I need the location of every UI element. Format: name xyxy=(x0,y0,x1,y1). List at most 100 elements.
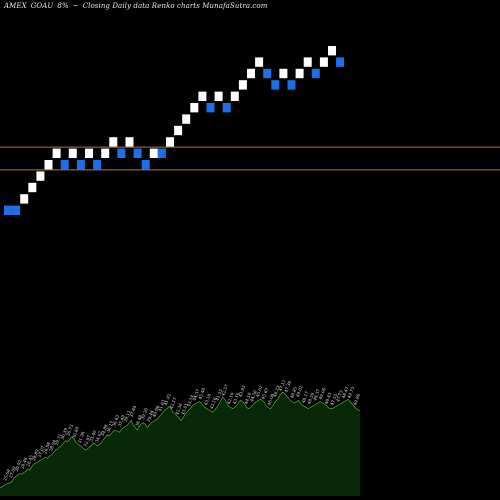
volume-label: 26.98 xyxy=(42,441,51,454)
volume-label: 43.01 xyxy=(180,402,189,415)
volume-label: 28.48 xyxy=(19,456,28,469)
volume-label: 46.08 xyxy=(266,393,275,406)
volume-label: 42.17 xyxy=(169,396,178,409)
renko-brick-down xyxy=(222,103,231,113)
title-text: Closing Daily data Renko charts MunafaSu… xyxy=(82,2,268,10)
renko-brick-up xyxy=(36,171,45,181)
volume-label: 41.55 xyxy=(215,388,224,401)
renko-brick-up xyxy=(109,137,118,147)
exchange-label: AMEX xyxy=(4,2,27,10)
renko-brick-up xyxy=(190,103,199,113)
chart-header: AMEX GOAU 8% ~ Closing Daily data Renko char… xyxy=(4,2,272,10)
volume-label: 38.48 xyxy=(134,414,143,427)
volume-label: 48.59 xyxy=(306,392,315,405)
renko-brick-up xyxy=(28,182,37,193)
volume-label: 30.39 xyxy=(60,427,69,440)
renko-brick-down xyxy=(336,57,345,67)
renko-brick-up xyxy=(101,148,110,158)
renko-brick-up xyxy=(198,91,207,101)
renko-brick-up xyxy=(214,91,223,101)
volume-label: 28.94 xyxy=(48,439,57,452)
renko-brick-down xyxy=(4,205,12,215)
volume-label: 43.18 xyxy=(203,393,212,406)
renko-brick-up xyxy=(125,137,134,147)
volume-area xyxy=(0,391,361,496)
volume-label: 47.36 xyxy=(283,380,292,393)
renko-brick-down xyxy=(93,160,102,170)
renko-brick-down xyxy=(76,160,85,170)
volume-label: 36.63 xyxy=(111,414,120,427)
change-label: 8% xyxy=(57,2,69,10)
reference-levels xyxy=(0,146,500,171)
renko-brick-up xyxy=(319,57,328,67)
volume-label: 37.49 xyxy=(117,414,126,427)
volume-label: 47.11 xyxy=(278,379,287,392)
volume-label: 45.02 xyxy=(255,384,264,397)
volume-label: 42.27 xyxy=(220,383,229,396)
volume-label: 41.92 xyxy=(163,393,172,406)
trend-arrow-icon: ~ xyxy=(72,2,79,10)
volume-label: 25.68 xyxy=(2,468,11,481)
renko-brick-up xyxy=(328,46,336,56)
renko-brick-up xyxy=(149,148,158,158)
renko-brick-down xyxy=(60,160,69,170)
volume-label: 49.86 xyxy=(352,393,361,406)
volume-label: 34.02 xyxy=(94,430,103,443)
volume-label: 42.36 xyxy=(174,402,183,415)
volume-label: 30.73 xyxy=(65,423,74,436)
volume-label: 26.92 xyxy=(14,459,23,472)
volume-label: 29.71 xyxy=(54,433,63,446)
renko-bricks xyxy=(4,46,345,215)
volume-label: 37.84 xyxy=(128,405,137,418)
volume-label: 44.37 xyxy=(192,388,201,401)
volume-label: 36.17 xyxy=(106,420,115,433)
volume-label: 48.47 xyxy=(341,386,350,399)
volume-label: 30.89 xyxy=(71,426,80,439)
renko-brick-up xyxy=(238,80,247,90)
renko-brick-up xyxy=(68,148,77,158)
volume-label: 49.02 xyxy=(295,384,304,397)
volume-label: 48.37 xyxy=(312,388,321,401)
volume-label: 45.67 xyxy=(260,387,269,400)
volume-label: 34.88 xyxy=(100,423,109,436)
volume-label: 49.06 xyxy=(318,387,327,400)
volume-label: 44.56 xyxy=(249,389,258,402)
renko-brick-down xyxy=(157,148,166,158)
renko-brick-down xyxy=(133,148,142,158)
volume-label: 27.09 xyxy=(8,465,17,478)
renko-brick-up xyxy=(230,91,239,101)
volume-label: 27.07 xyxy=(37,445,46,458)
volume-labels: 25.6827.0926.9228.4828.4528.8927.0726.98… xyxy=(2,379,361,482)
volume-label: 32.07 xyxy=(83,434,92,447)
volume-label: 47.52 xyxy=(329,393,338,406)
renko-brick-up xyxy=(52,148,61,158)
volume-label: 45.48 xyxy=(197,387,206,400)
volume-label: 39.44 xyxy=(146,409,155,422)
renko-brick-down xyxy=(12,205,21,215)
volume-label: 41.63 xyxy=(157,399,166,412)
renko-brick-down xyxy=(141,160,150,170)
volume-label: 43.54 xyxy=(186,394,195,407)
volume-label: 48.17 xyxy=(301,390,310,403)
renko-brick-up xyxy=(166,137,174,147)
volume-label: 28.89 xyxy=(31,448,40,461)
volume-label: 39.26 xyxy=(140,407,149,420)
renko-brick-down xyxy=(263,68,272,79)
volume-label: 43.93 xyxy=(237,384,246,397)
volume-label: 28.45 xyxy=(25,454,34,467)
renko-brick-down xyxy=(311,68,320,79)
renko-brick-down xyxy=(206,103,215,113)
renko-brick-up xyxy=(247,68,255,79)
renko-brick-up xyxy=(20,194,29,204)
renko-brick-up xyxy=(303,57,312,67)
volume-fill xyxy=(0,392,360,496)
renko-brick-up xyxy=(255,57,264,67)
renko-brick-up xyxy=(174,125,183,136)
volume-label: 43.10 xyxy=(232,392,241,405)
renko-brick-down xyxy=(287,80,296,90)
volume-label: 40.96 xyxy=(151,405,160,418)
volume-label: 39.11 xyxy=(123,409,132,422)
volume-label: 42.19 xyxy=(226,392,235,405)
volume-label: 46.23 xyxy=(272,384,281,397)
